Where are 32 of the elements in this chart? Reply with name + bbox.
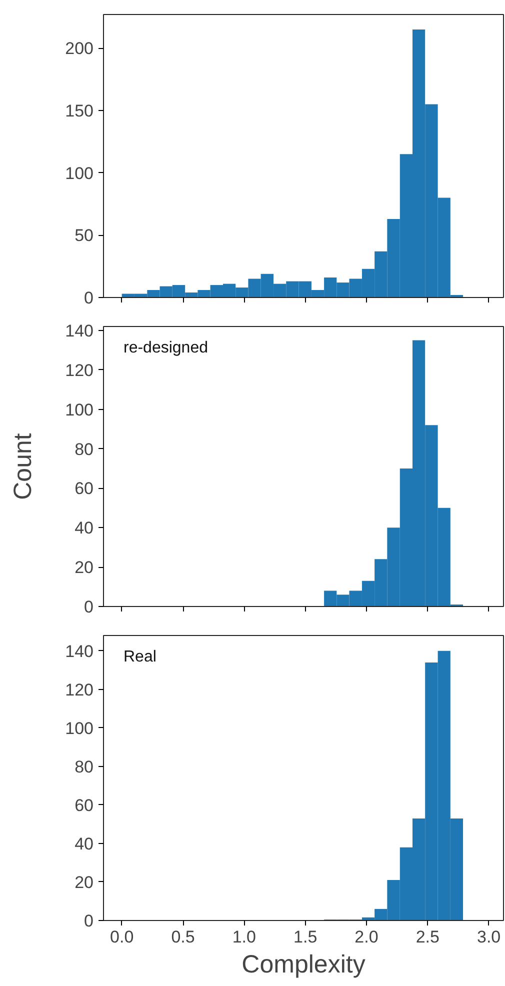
- x-tick-label: 1.5: [294, 928, 318, 946]
- y-tick-label: 20: [74, 558, 94, 578]
- y-tick-label: 60: [74, 479, 94, 498]
- y-tick-label: 120: [65, 680, 94, 700]
- annotation: re-designed: [124, 340, 208, 356]
- y-tick-label: 100: [65, 718, 94, 738]
- y-tick-label: 80: [74, 757, 94, 776]
- x-axis-title: Complexity: [242, 950, 366, 978]
- y-tick-label: 50: [74, 226, 94, 246]
- y-tick-label: 20: [74, 872, 94, 892]
- y-tick-label: 100: [65, 164, 94, 183]
- y-tick-label: 80: [74, 440, 94, 459]
- y-tick-label: 120: [65, 360, 94, 380]
- x-tick-label: 0.5: [171, 928, 195, 946]
- x-tick-label: 2.5: [416, 928, 440, 946]
- y-tick-label: 0: [84, 288, 94, 308]
- annotation: Real: [124, 648, 156, 666]
- y-tick-label: 140: [65, 642, 94, 661]
- y-tick-label: 0: [84, 912, 94, 930]
- x-tick-label: 0.0: [110, 928, 134, 946]
- x-tick-label: 1.0: [232, 928, 256, 946]
- y-tick-label: 40: [74, 518, 94, 538]
- y-tick-label: 100: [65, 400, 94, 420]
- y-tick-label: 0: [84, 598, 94, 616]
- x-tick-label: 3.0: [477, 928, 501, 946]
- y-tick-label: 140: [65, 321, 94, 340]
- y-tick-label: 150: [65, 101, 94, 120]
- y-tick-label: 60: [74, 796, 94, 815]
- y-tick-label: 200: [65, 39, 94, 58]
- x-tick-label: 2.0: [354, 928, 378, 946]
- y-tick-label: 40: [74, 834, 94, 854]
- y-axis-title: Count: [9, 433, 38, 500]
